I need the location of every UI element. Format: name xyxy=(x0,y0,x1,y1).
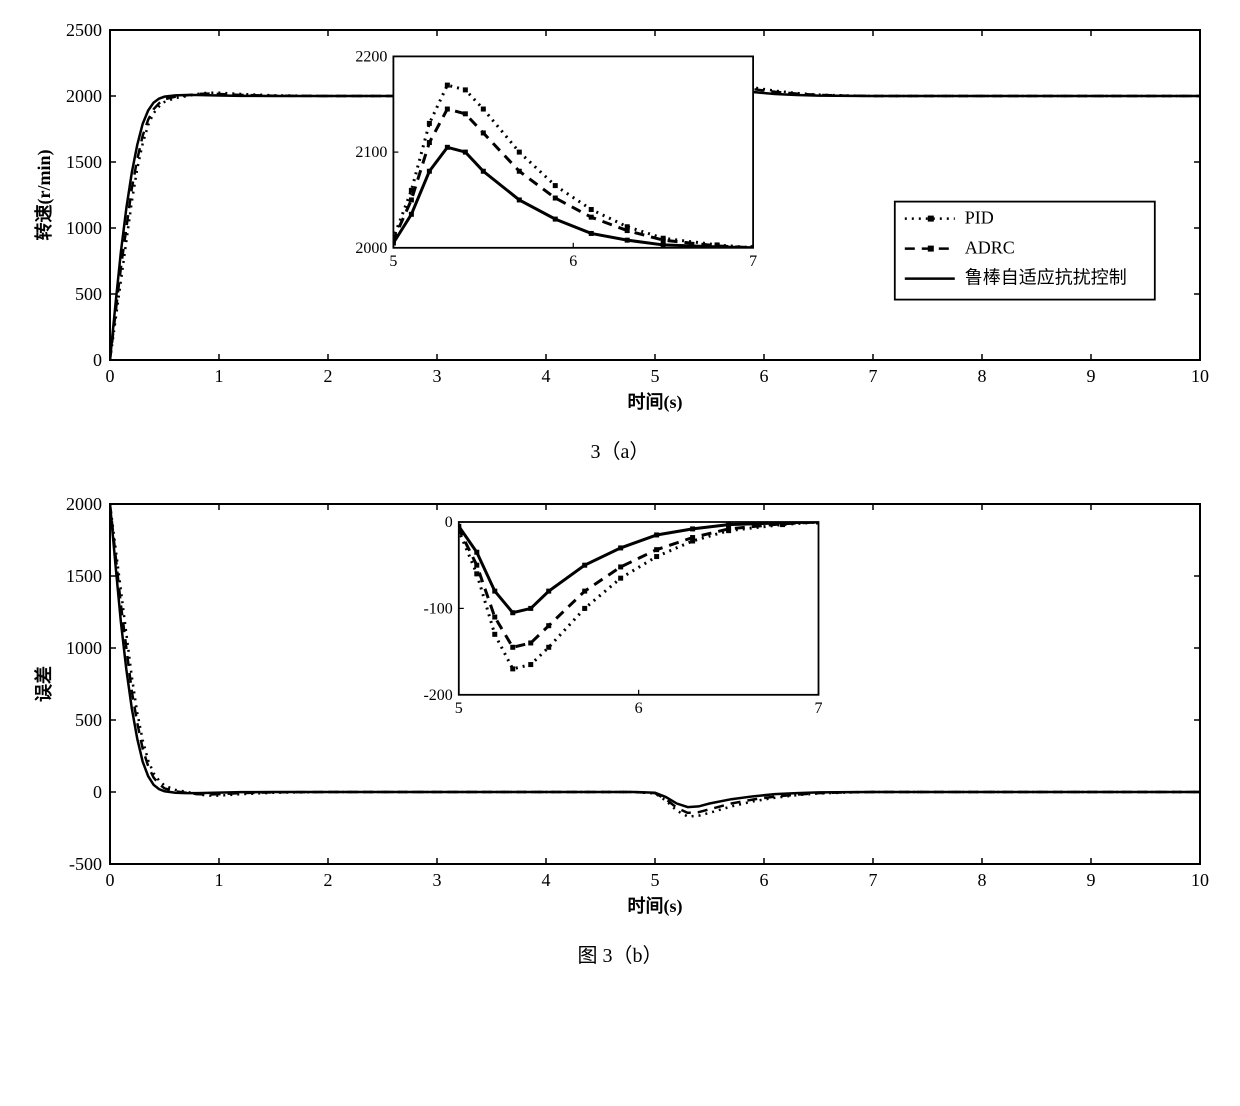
svg-text:0: 0 xyxy=(93,782,102,802)
svg-text:1: 1 xyxy=(215,366,224,386)
svg-text:2100: 2100 xyxy=(355,144,387,161)
svg-text:1500: 1500 xyxy=(66,566,102,586)
svg-text:2000: 2000 xyxy=(66,494,102,514)
svg-text:6: 6 xyxy=(569,253,577,270)
svg-text:8: 8 xyxy=(978,366,987,386)
svg-text:0: 0 xyxy=(445,514,453,531)
svg-text:7: 7 xyxy=(869,870,878,890)
svg-text:3: 3 xyxy=(433,870,442,890)
svg-text:1500: 1500 xyxy=(66,152,102,172)
svg-text:10: 10 xyxy=(1191,870,1209,890)
svg-text:2: 2 xyxy=(324,366,333,386)
svg-text:2200: 2200 xyxy=(355,48,387,65)
svg-text:5: 5 xyxy=(651,870,660,890)
svg-text:500: 500 xyxy=(75,284,102,304)
svg-text:5: 5 xyxy=(455,700,463,717)
svg-text:ADRC: ADRC xyxy=(965,238,1015,258)
svg-text:5: 5 xyxy=(389,253,397,270)
svg-text:2000: 2000 xyxy=(355,240,387,257)
svg-text:6: 6 xyxy=(760,366,769,386)
svg-text:时间(s): 时间(s) xyxy=(628,896,683,917)
chart-b-svg: 012345678910-5000500100015002000时间(s)误差5… xyxy=(20,494,1220,924)
svg-text:8: 8 xyxy=(978,870,987,890)
svg-text:-500: -500 xyxy=(69,854,102,874)
svg-text:5: 5 xyxy=(651,366,660,386)
svg-text:7: 7 xyxy=(749,253,757,270)
svg-text:4: 4 xyxy=(542,366,551,386)
svg-text:0: 0 xyxy=(106,366,115,386)
svg-text:转速(r/min): 转速(r/min) xyxy=(33,150,55,241)
svg-text:鲁棒自适应抗扰控制: 鲁棒自适应抗扰控制 xyxy=(965,268,1127,288)
svg-text:误差: 误差 xyxy=(33,666,54,702)
chart-a-svg: 0 1 2 3 4 5 6 7 8 9 10 0 500 1000 1500 2000 2500 时间(s) 转速(… xyxy=(20,20,1220,420)
svg-text:-200: -200 xyxy=(423,687,452,704)
svg-text:PID: PID xyxy=(965,208,994,228)
svg-text:0: 0 xyxy=(106,870,115,890)
svg-text:7: 7 xyxy=(869,366,878,386)
svg-text:-100: -100 xyxy=(423,600,452,617)
svg-text:1: 1 xyxy=(215,870,224,890)
svg-text:9: 9 xyxy=(1087,366,1096,386)
svg-text:6: 6 xyxy=(635,700,643,717)
chart-a-wrap: 0 1 2 3 4 5 6 7 8 9 10 0 500 1000 1500 2000 2500 时间(s) 转速(… xyxy=(20,20,1220,420)
figure-container: 01234567891005001000150020002500时间(s)转速(… xyxy=(20,20,1220,968)
svg-text:7: 7 xyxy=(815,700,823,717)
svg-text:1000: 1000 xyxy=(66,638,102,658)
svg-text:10: 10 xyxy=(1191,366,1209,386)
caption-b: 图 3（b） xyxy=(20,939,1220,968)
svg-text:2000: 2000 xyxy=(66,86,102,106)
svg-text:2: 2 xyxy=(324,870,333,890)
svg-text:4: 4 xyxy=(542,870,551,890)
svg-text:9: 9 xyxy=(1087,870,1096,890)
svg-text:1000: 1000 xyxy=(66,218,102,238)
svg-text:时间(s): 时间(s) xyxy=(628,392,683,413)
svg-text:500: 500 xyxy=(75,710,102,730)
caption-a: 3（a） xyxy=(20,435,1220,464)
svg-text:2500: 2500 xyxy=(66,20,102,40)
svg-text:0: 0 xyxy=(93,350,102,370)
svg-text:3: 3 xyxy=(433,366,442,386)
chart-b-wrap: 012345678910-5000500100015002000时间(s)误差5… xyxy=(20,494,1220,924)
svg-text:6: 6 xyxy=(760,870,769,890)
